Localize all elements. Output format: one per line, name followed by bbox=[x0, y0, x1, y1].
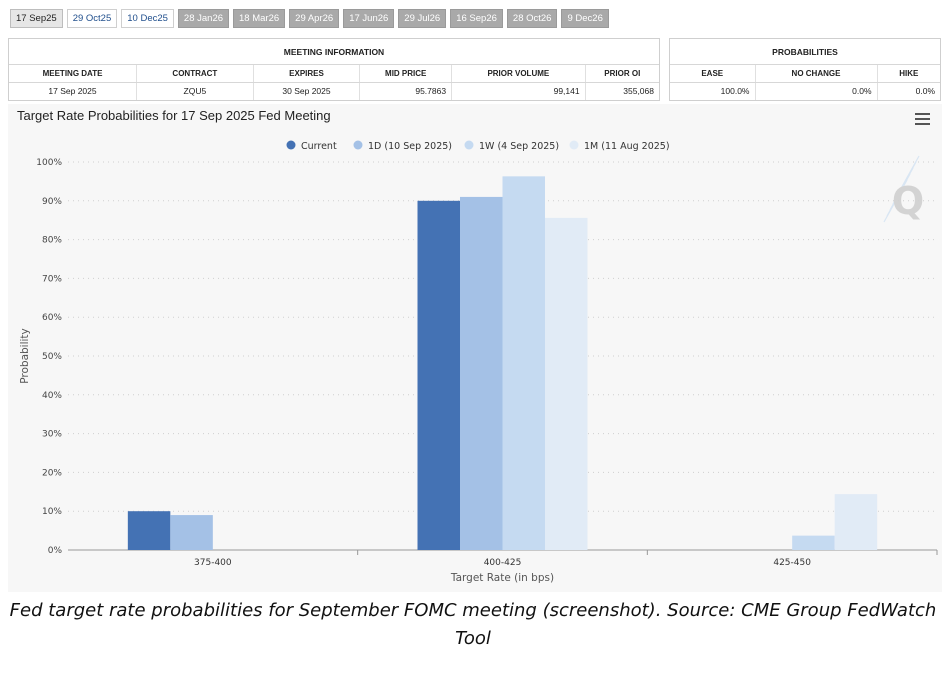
probabilities-title: PROBABILITIES bbox=[670, 39, 940, 65]
value-contract: ZQU5 bbox=[136, 82, 254, 100]
x-tick-label: 425-450 bbox=[773, 558, 811, 568]
header-meeting-date: MEETING DATE bbox=[9, 65, 138, 83]
meeting-information-table: MEETING DATE CONTRACT EXPIRES MID PRICE … bbox=[9, 65, 659, 100]
chart-container: Target Rate Probabilities for 17 Sep 202… bbox=[8, 104, 942, 592]
meeting-tab[interactable]: 17 Jun26 bbox=[343, 9, 395, 28]
figure-caption: Fed target rate probabilities for Septem… bbox=[9, 600, 937, 649]
meeting-tab[interactable]: 18 Mar26 bbox=[233, 9, 286, 28]
legend-marker bbox=[353, 140, 363, 150]
legend-item-label: Current bbox=[301, 141, 337, 152]
y-tick-label: 50% bbox=[42, 352, 62, 362]
bar bbox=[792, 535, 835, 550]
probabilities-table: EASE NO CHANGE HIKE 100.0% 0.0% 0.0% bbox=[670, 65, 940, 100]
meeting-tab[interactable]: 17 Sep25 bbox=[10, 9, 63, 28]
x-tick-label: 375-400 bbox=[194, 558, 232, 568]
probabilities-panel: PROBABILITIES EASE NO CHANGE HIKE 100.0%… bbox=[669, 38, 941, 101]
header-prior-volume: PRIOR VOLUME bbox=[451, 65, 586, 83]
meeting-tab[interactable]: 10 Dec25 bbox=[121, 9, 174, 28]
meeting-information-title: MEETING INFORMATION bbox=[9, 39, 659, 65]
y-tick-label: 100% bbox=[36, 158, 62, 168]
header-no-change: NO CHANGE bbox=[755, 65, 878, 83]
y-tick-label: 90% bbox=[42, 197, 62, 207]
legend-marker bbox=[286, 140, 296, 150]
value-no-change: 0.0% bbox=[755, 82, 878, 100]
hamburger-menu-icon[interactable] bbox=[915, 113, 930, 125]
header-expires: EXPIRES bbox=[253, 65, 361, 83]
meeting-tab[interactable]: 29 Jul26 bbox=[398, 9, 447, 28]
y-axis-title: Probability bbox=[19, 328, 31, 384]
y-tick-label: 10% bbox=[42, 507, 62, 517]
bar-chart: Q0%10%20%30%40%50%60%70%80%90%100%375-40… bbox=[19, 140, 938, 584]
value-mid-price: 95.7863 bbox=[359, 82, 453, 100]
value-prior-volume: 99,141 bbox=[451, 82, 586, 100]
value-expires: 30 Sep 2025 bbox=[253, 82, 361, 100]
y-tick-label: 20% bbox=[42, 468, 62, 478]
legend-item-label: 1M (11 Aug 2025) bbox=[584, 141, 670, 152]
meeting-tabs: 17 Sep25 29 Oct25 10 Dec25 28 Jan26 18 Mar26… bbox=[10, 9, 609, 28]
bar bbox=[834, 494, 878, 550]
bar bbox=[127, 511, 171, 550]
value-meeting-date: 17 Sep 2025 bbox=[9, 82, 138, 100]
header-ease: EASE bbox=[670, 65, 756, 83]
x-tick-label: 400-425 bbox=[484, 558, 522, 568]
y-tick-label: 70% bbox=[42, 274, 62, 284]
value-ease: 100.0% bbox=[670, 82, 756, 100]
header-prior-oi: PRIOR OI bbox=[585, 65, 659, 83]
meeting-tab[interactable]: 16 Sep26 bbox=[450, 9, 503, 28]
legend-item-label: 1W (4 Sep 2025) bbox=[479, 141, 559, 152]
bar bbox=[460, 196, 503, 551]
meeting-information-panel: MEETING INFORMATION MEETING DATE CONTRAC… bbox=[8, 38, 660, 101]
meeting-tab[interactable]: 29 Oct25 bbox=[66, 9, 118, 28]
y-tick-label: 60% bbox=[42, 313, 62, 323]
value-prior-oi: 355,068 bbox=[623, 86, 654, 97]
bar bbox=[170, 515, 213, 550]
legend-item-label: 1D (10 Sep 2025) bbox=[368, 141, 452, 152]
header-hike: HIKE bbox=[877, 65, 940, 83]
value-hike: 0.0% bbox=[915, 86, 935, 97]
watermark-stroke bbox=[898, 155, 920, 193]
meeting-tab[interactable]: 9 Dec26 bbox=[561, 9, 609, 28]
meeting-tab[interactable]: 29 Apr26 bbox=[289, 9, 340, 28]
bar bbox=[502, 176, 545, 550]
meeting-tab[interactable]: 28 Oct26 bbox=[506, 9, 558, 28]
legend-marker bbox=[569, 140, 579, 150]
y-tick-label: 0% bbox=[48, 546, 63, 556]
chart-title: Target Rate Probabilities for 17 Sep 202… bbox=[17, 108, 331, 123]
legend-marker bbox=[464, 140, 474, 150]
bar bbox=[545, 217, 588, 550]
x-axis-title: Target Rate (in bps) bbox=[450, 572, 554, 584]
y-tick-label: 30% bbox=[42, 430, 62, 440]
header-contract: CONTRACT bbox=[136, 65, 254, 83]
y-tick-label: 40% bbox=[42, 391, 62, 401]
header-mid-price: MID PRICE bbox=[359, 65, 453, 83]
bar bbox=[417, 200, 460, 551]
y-tick-label: 80% bbox=[42, 236, 62, 246]
meeting-tab[interactable]: 28 Jan26 bbox=[177, 9, 230, 28]
